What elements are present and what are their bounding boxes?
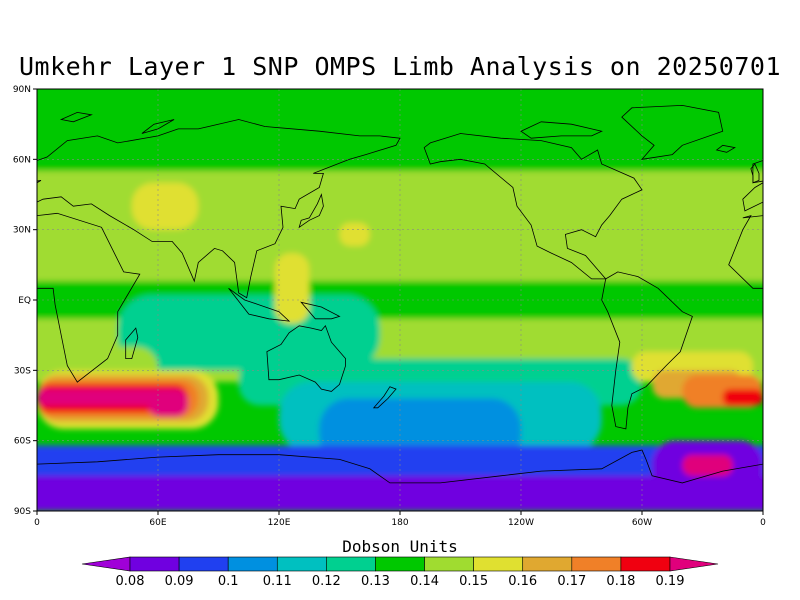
coastline-britain-wrap2 [25, 164, 33, 183]
coastline-svalbard-wrap [787, 112, 800, 121]
colorbar-label: 0.12 [312, 574, 341, 589]
coastline-antarctica-wrap [762, 463, 763, 465]
y-tick-label: 60S [14, 437, 31, 447]
region-indian-tropics [117, 295, 380, 371]
colorbar-title: Dobson Units [342, 537, 458, 556]
region-africa-sh-red [37, 389, 179, 406]
x-tick-label: 180 [391, 518, 408, 528]
coastline-north-america [423, 133, 643, 280]
colorbar-swatch [424, 556, 474, 572]
colorbar-label: 0.17 [557, 574, 586, 589]
x-tick-label: 120E [268, 518, 291, 528]
region-indian-ocean-core [147, 389, 189, 418]
coastline-africa-wrap2 [37, 212, 141, 383]
colorbar-swatch [620, 556, 671, 572]
coastline-svalbard [59, 111, 93, 123]
coastline-south-america [601, 271, 693, 430]
y-tick-label: 90N [13, 85, 31, 95]
colorbar-swatch [522, 556, 573, 572]
colorbar-label: 0.13 [361, 574, 390, 589]
grid-lines [37, 89, 763, 511]
coastline-greenland [621, 104, 724, 160]
x-tick-label: 0 [760, 518, 766, 528]
coastline-japan [298, 193, 324, 229]
colorbar-swatch [375, 556, 425, 572]
colorbar-label: 0.1 [218, 574, 239, 589]
region-siberia-blob [131, 182, 199, 230]
coastline-europe-asia-wrap2 [37, 119, 401, 299]
coastline-madagascar [125, 327, 139, 359]
y-axis-ticks: 90N 60N 30N EQ 30S 60S 90S [13, 85, 37, 517]
colorbar-swatch [276, 556, 327, 572]
colorbar: 0.08 0.09 0.1 0.11 0.12 0.13 0.14 0.15 0.16 0.17 0… [81, 556, 719, 589]
colorbar-swatch [178, 556, 229, 572]
region-west-pacific [274, 253, 310, 324]
y-tick-label: 60N [13, 155, 31, 165]
coastline-iceland [715, 144, 736, 153]
y-tick-label: EQ [18, 296, 31, 306]
colorbar-label: 0.15 [459, 574, 488, 589]
coastline-iceland-wrap2 [0, 145, 9, 152]
coastline-australia [266, 325, 346, 392]
colorbar-label: 0.19 [656, 574, 685, 589]
x-tick-label: 60E [149, 518, 166, 528]
x-tick-label: 0 [34, 518, 40, 528]
colorbar-swatch [326, 556, 376, 572]
colorbar-label: 0.08 [116, 574, 145, 589]
coastline-new-zealand [372, 386, 397, 409]
coastline-indonesia [228, 287, 291, 322]
colorbar-label: 0.11 [263, 574, 292, 589]
colorbar-swatch [129, 556, 180, 572]
y-tick-label: 30N [13, 226, 31, 236]
colorbar-label: 0.18 [606, 574, 635, 589]
coastline-africa [728, 214, 763, 289]
region-pacific-blob [339, 222, 370, 247]
coastline-britain [750, 163, 760, 184]
map-title: Umkehr Layer 1 SNP OMPS Limb Analysis on… [18, 52, 781, 81]
y-tick-label: 90S [14, 507, 31, 517]
colorbar-label: 0.16 [508, 574, 537, 589]
coastlines [0, 104, 800, 484]
colorbar-label: 0.09 [165, 574, 194, 589]
region-atlantic-sh-red [722, 389, 763, 406]
x-axis-ticks: 0 60E 120E 180 120W 60W 0 [34, 511, 766, 528]
colorbar-swatch [473, 556, 524, 572]
colorbar-high-arrow [669, 556, 719, 572]
colorbar-swatch [571, 556, 622, 572]
coastline-antarctica-wrap2 [37, 464, 38, 465]
colorbar-swatch [227, 556, 278, 572]
region-weddell-high-core [682, 454, 733, 476]
colorbar-low-arrow [81, 556, 131, 572]
coastline-new-guinea [300, 301, 341, 320]
coastline-novaya-zemlya [141, 119, 175, 134]
coastline-antarctica [37, 449, 763, 484]
colorbar-label: 0.14 [410, 574, 439, 589]
coastline-arctic-islands [520, 121, 603, 139]
x-tick-label: 120W [508, 518, 534, 528]
y-tick-label: 30S [14, 366, 31, 376]
x-tick-label: 60W [632, 518, 652, 528]
